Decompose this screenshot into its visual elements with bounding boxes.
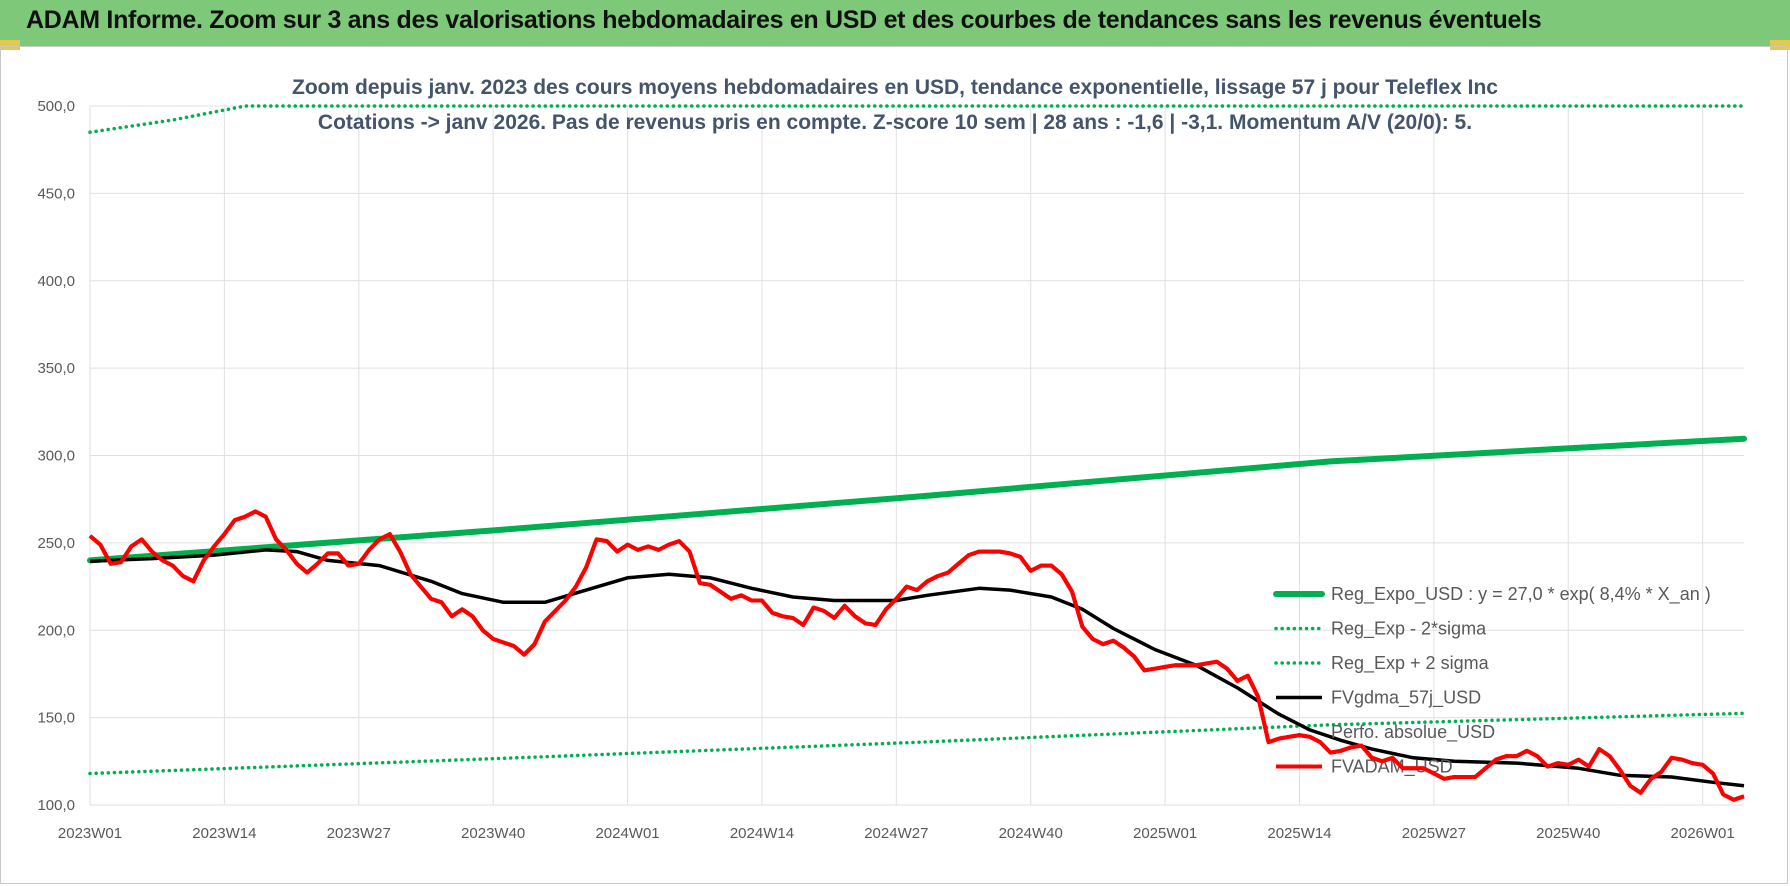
report-title: ADAM Informe. Zoom sur 3 ans des valoris… bbox=[26, 6, 1542, 34]
corner-accent-left bbox=[0, 40, 20, 50]
y-tick-label: 100,0 bbox=[37, 797, 75, 814]
x-tick-label: 2024W14 bbox=[730, 825, 794, 842]
y-tick-label: 250,0 bbox=[37, 535, 75, 552]
title-banner: ADAM Informe. Zoom sur 3 ans des valoris… bbox=[0, 0, 1790, 46]
x-tick-label: 2026W01 bbox=[1671, 825, 1735, 842]
legend-label: Reg_Exp - 2*sigma bbox=[1331, 619, 1487, 640]
y-tick-label: 200,0 bbox=[37, 622, 75, 639]
y-tick-label: 350,0 bbox=[37, 360, 75, 377]
series-line-reg_expo_usd bbox=[87, 435, 1747, 564]
x-tick-label: 2025W01 bbox=[1133, 825, 1197, 842]
series-line-reg_exp bbox=[88, 711, 1746, 776]
legend-label: Perfo. absolue_USD bbox=[1331, 722, 1495, 743]
y-tick-label: 400,0 bbox=[37, 273, 75, 290]
x-tick-label: 2024W27 bbox=[864, 825, 928, 842]
x-tick-label: 2023W27 bbox=[327, 825, 391, 842]
series-line-reg_exp bbox=[88, 104, 1746, 134]
legend-label: FVADAM_USD bbox=[1331, 757, 1453, 778]
series-line-fvadam-overlay bbox=[88, 509, 1745, 802]
x-tick-label: 2025W40 bbox=[1536, 825, 1600, 842]
y-axis-ticks: 100,0 150,0 200,0 250,0 300,0 350,0 400,0 450,0… bbox=[37, 98, 75, 814]
x-tick-label: 2025W27 bbox=[1402, 825, 1466, 842]
legend: Reg_Expo_USD : y = 27,0 * exp( 8,4% * X_… bbox=[88, 509, 1745, 802]
y-tick-label: 150,0 bbox=[37, 710, 75, 727]
chart-frame bbox=[0, 46, 1788, 884]
gridlines bbox=[89, 105, 1744, 806]
corner-accent-right bbox=[1770, 40, 1790, 50]
x-tick-label: 2024W40 bbox=[999, 825, 1063, 842]
y-tick-label: 500,0 bbox=[37, 98, 75, 115]
legend-label: Reg_Expo_USD : y = 27,0 * exp( 8,4% * X_… bbox=[1331, 584, 1711, 605]
legend-label: Reg_Exp + 2 sigma bbox=[1331, 653, 1490, 674]
legend-label: FVgdma_57j_USD bbox=[1331, 688, 1481, 709]
x-axis-ticks: 2023W01 2023W14 2023W27 2023W40 2024W01 2024W… bbox=[58, 825, 1735, 842]
series-layer bbox=[87, 104, 1747, 802]
x-tick-label: 2025W14 bbox=[1267, 825, 1331, 842]
chart-subtitle-line-2: Cotations -> janv 2026. Pas de revenus p… bbox=[318, 111, 1472, 134]
x-tick-label: 2023W01 bbox=[58, 825, 122, 842]
x-tick-label: 2024W01 bbox=[595, 825, 659, 842]
x-tick-label: 2023W40 bbox=[461, 825, 525, 842]
x-tick-label: 2023W14 bbox=[192, 825, 256, 842]
y-tick-label: 450,0 bbox=[37, 185, 75, 202]
y-tick-label: 300,0 bbox=[37, 448, 75, 465]
series-line-fvgdma_57j_usd bbox=[89, 548, 1745, 788]
chart-subtitle-line-1: Zoom depuis janv. 2023 des cours moyens … bbox=[292, 76, 1498, 99]
